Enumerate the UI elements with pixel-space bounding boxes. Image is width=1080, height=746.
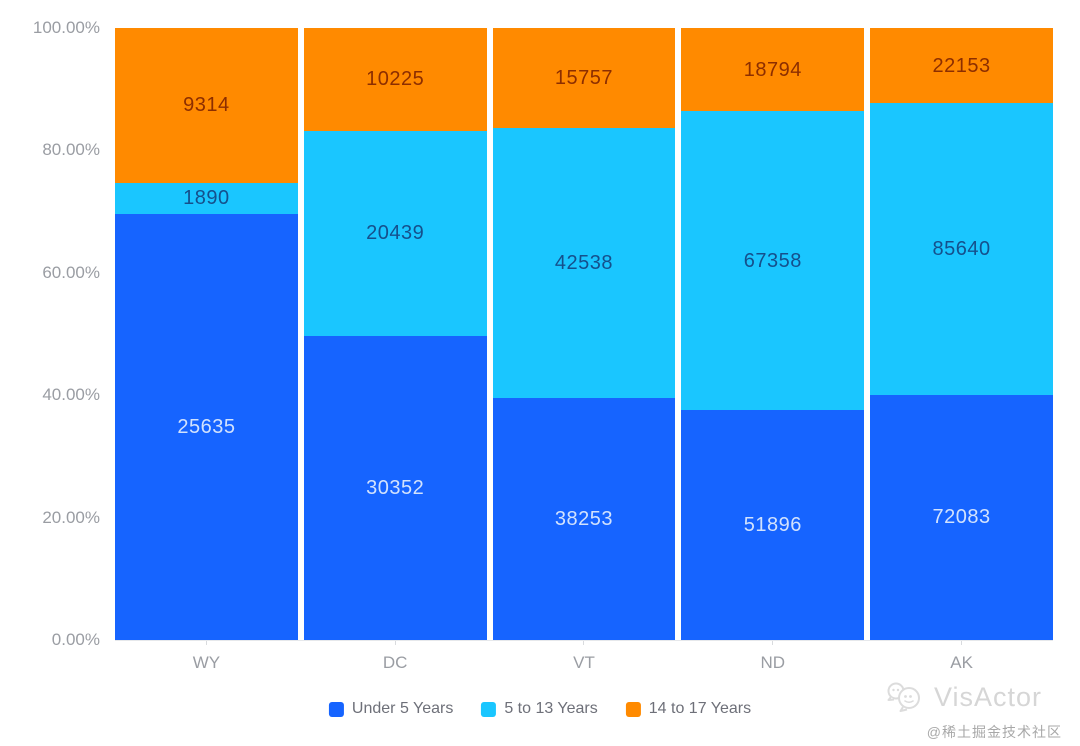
credit-text: @稀土掘金技术社区 — [926, 724, 1062, 740]
bar-segment-wy-series-1[interactable]: 1890 — [115, 182, 298, 215]
bar-value-label: 30352 — [366, 476, 425, 499]
bar-ak: 22153 85640 72083 — [870, 28, 1053, 640]
bar-segment-vt-series-1[interactable]: 42538 — [492, 127, 676, 398]
x-axis-line — [115, 640, 1053, 641]
x-axis: WY DC VT ND AK — [115, 641, 1053, 673]
x-axis-cell: DC — [304, 641, 487, 673]
bar-value-label: 25635 — [177, 416, 236, 439]
bar-value-label: 38253 — [554, 507, 614, 530]
bar-value-label: 1890 — [183, 187, 230, 210]
bar-value-label: 20439 — [366, 222, 425, 245]
y-axis-tick-label: 80.00% — [42, 140, 100, 160]
x-axis-cell: WY — [115, 641, 298, 673]
bar-vt: 15757 42538 38253 — [492, 28, 676, 640]
legend-label: Under 5 Years — [351, 700, 454, 717]
bar-segment-dc-series-2[interactable]: 10225 — [303, 28, 487, 131]
bar-wy: 9314 1890 25635 — [115, 28, 298, 640]
x-axis-cell: AK — [870, 641, 1053, 673]
x-axis-tick-label: ND — [760, 653, 786, 672]
legend-label: 5 to 13 Years — [504, 700, 598, 717]
bar-value-label: 72083 — [932, 506, 991, 529]
x-axis-tick-label: AK — [950, 653, 973, 672]
x-axis-tick-mark — [394, 641, 396, 645]
bar-segment-wy-series-0[interactable]: 25635 — [115, 214, 298, 640]
bar-nd: 18794 67358 51896 — [681, 28, 865, 640]
bar-value-label: 22153 — [932, 54, 991, 77]
legend-swatch-icon — [481, 701, 497, 717]
bar-value-label: 18794 — [743, 58, 802, 81]
bar-segment-nd-series-0[interactable]: 51896 — [681, 409, 865, 640]
y-axis: 0.00% 20.00% 40.00% 60.00% 80.00% 100.00% — [0, 18, 100, 649]
x-axis-cell: VT — [493, 641, 676, 673]
x-axis-tick-mark — [205, 641, 207, 645]
x-axis-tick-mark — [583, 641, 585, 645]
y-axis-tick-label: 100.00% — [32, 18, 100, 37]
bar-segment-ak-series-2[interactable]: 22153 — [870, 28, 1053, 104]
bar-segment-dc-series-0[interactable]: 30352 — [303, 335, 487, 640]
legend-label: 14 to 17 Years — [648, 700, 752, 717]
bar-segment-vt-series-2[interactable]: 15757 — [492, 28, 676, 128]
x-axis-tick-mark — [961, 641, 963, 645]
visactor-logo-icon — [886, 680, 928, 714]
x-axis-tick-label: WY — [192, 653, 221, 672]
bar-segment-nd-series-1[interactable]: 67358 — [681, 111, 865, 410]
y-axis-tick-label: 60.00% — [42, 262, 100, 282]
bar-value-label: 9314 — [183, 94, 230, 117]
bar-segment-dc-series-1[interactable]: 20439 — [303, 130, 487, 336]
x-axis-tick-label: DC — [382, 653, 408, 672]
x-axis-tick-label: VT — [573, 653, 595, 672]
bar-segment-ak-series-1[interactable]: 85640 — [870, 103, 1053, 395]
bar-segment-wy-series-2[interactable]: 9314 — [115, 28, 298, 183]
plot-area: 9314 1890 25635 10225 20439 30352 15757 42538 38… — [115, 28, 1053, 640]
visactor-brand-text: VisActor — [933, 681, 1042, 712]
legend-swatch-icon — [625, 701, 641, 717]
legend-item-0[interactable]: Under 5 Years — [328, 700, 454, 718]
y-axis-tick-label: 20.00% — [42, 507, 100, 527]
bar-value-label: 42538 — [554, 251, 614, 274]
legend-item-1[interactable]: 5 to 13 Years — [481, 700, 598, 718]
legend-item-2[interactable]: 14 to 17 Years — [625, 700, 752, 718]
visactor-watermark: VisActor — [886, 680, 1042, 714]
legend-swatch-icon — [328, 701, 344, 717]
bar-value-label: 67358 — [743, 249, 802, 272]
y-axis-tick-label: 0.00% — [51, 630, 100, 649]
bar-segment-vt-series-0[interactable]: 38253 — [492, 397, 676, 640]
bar-segment-ak-series-0[interactable]: 72083 — [870, 394, 1053, 640]
bar-value-label: 85640 — [932, 238, 991, 261]
bar-segment-nd-series-2[interactable]: 18794 — [681, 28, 865, 112]
y-axis-tick-label: 40.00% — [42, 385, 100, 405]
x-axis-tick-mark — [772, 641, 774, 645]
x-axis-cell: ND — [681, 641, 864, 673]
legend: Under 5 Years 5 to 13 Years 14 to 17 Years — [328, 700, 752, 718]
bar-value-label: 10225 — [366, 68, 425, 91]
bar-value-label: 51896 — [743, 513, 802, 536]
bar-dc: 10225 20439 30352 — [303, 28, 487, 640]
bar-value-label: 15757 — [554, 66, 614, 89]
